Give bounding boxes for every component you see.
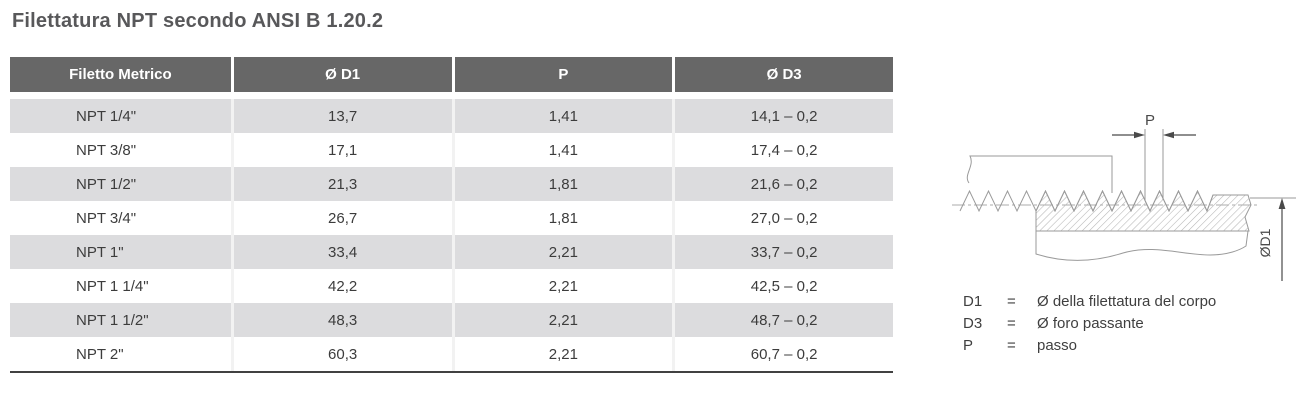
table-header-row: Filetto Metrico Ø D1 P Ø D3 (10, 57, 893, 99)
arrow-right-icon (1134, 131, 1145, 139)
cell-p: 2,21 (451, 303, 673, 337)
cell-d1: 33,4 (230, 235, 452, 269)
legend-symbol: D3 (963, 315, 983, 332)
legend-symbol: P (963, 337, 974, 354)
cell-p: 2,21 (451, 235, 673, 269)
cell-d1: 60,3 (230, 337, 452, 371)
table-header: Filetto Metrico Ø D1 P Ø D3 (10, 57, 893, 99)
diameter-label: ØD1 (1257, 228, 1273, 257)
cell-d1: 17,1 (230, 133, 452, 167)
cell-d3: 42,5 – 0,2 (672, 269, 893, 303)
cell-d1: 21,3 (230, 167, 452, 201)
page-title: Filettatura NPT secondo ANSI B 1.20.2 (12, 10, 384, 32)
legend-description: passo (1037, 337, 1078, 354)
cell-size: NPT 1" (10, 235, 231, 269)
cell-d1: 13,7 (230, 99, 452, 133)
pitch-label: P (1145, 112, 1155, 129)
legend-symbol: D1 (963, 293, 983, 310)
cell-size: NPT 3/4" (76, 209, 137, 227)
cell-d3: 21,6 – 0,2 (672, 167, 893, 201)
cell-d1: 42,2 (230, 269, 452, 303)
legend-equals: = (1007, 315, 1016, 332)
cell-d1: 48,3 (230, 303, 452, 337)
body-breakout-contour (1035, 230, 1249, 261)
cell-d3: 48,7 – 0,2 (672, 303, 893, 337)
cell-p: 2,21 (451, 337, 673, 371)
table-row: NPT 3/4" 26,7 1,81 27,0 – 0,2 (10, 201, 893, 235)
cell-size: NPT 3/8" (76, 141, 137, 159)
legend-item-d3: D3 = Ø foro passante (963, 313, 1293, 335)
arrow-left-icon (1163, 131, 1174, 139)
cell-size: NPT 1 1/2" (10, 303, 231, 337)
cell-d3: 33,7 – 0,2 (672, 235, 893, 269)
table-row: NPT 3/8" 17,1 1,41 17,4 – 0,2 (10, 133, 893, 167)
legend-description: Ø foro passante (1037, 315, 1144, 332)
thread-section-drawing: P ØD1 (952, 112, 1296, 281)
cell-p: 1,41 (451, 99, 673, 133)
header-filetto-metrico: Filetto Metrico (10, 57, 231, 99)
table-row: NPT 1 1/4" 42,2 2,21 42,5 – 0,2 (10, 269, 893, 303)
header-d1: Ø D1 (230, 57, 452, 99)
npt-thread-table: Filetto Metrico Ø D1 P Ø D3 NPT 1/4" 13,… (10, 57, 893, 373)
cell-p: 2,21 (451, 269, 673, 303)
mating-part-outline (966, 155, 1113, 193)
table-row: NPT 1/4" 13,7 1,41 14,1 – 0,2 (10, 99, 893, 133)
header-d3: Ø D3 (672, 57, 893, 99)
cell-d3: 14,1 – 0,2 (672, 99, 893, 133)
table-row: NPT 1/2" 21,3 1,81 21,6 – 0,2 (10, 167, 893, 201)
legend-item-p: P = passo (963, 335, 1293, 357)
dimension-d1: ØD1 (1250, 197, 1296, 281)
cell-d1: 26,7 (230, 201, 452, 235)
cell-d3: 60,7 – 0,2 (672, 337, 893, 371)
arrow-up-icon (1278, 198, 1286, 209)
dimension-p: P (1112, 112, 1196, 200)
cell-size: NPT 1/2" (10, 167, 231, 201)
cell-p: 1,41 (451, 133, 673, 167)
header-p: P (451, 57, 673, 99)
cell-size: NPT 2" (76, 345, 124, 363)
legend-equals: = (1007, 337, 1016, 354)
table-row: NPT 2" 60,3 2,21 60,7 – 0,2 (10, 337, 893, 371)
table-row: NPT 1" 33,4 2,21 33,7 – 0,2 (10, 235, 893, 269)
table-row: NPT 1 1/2" 48,3 2,21 48,7 – 0,2 (10, 303, 893, 337)
hatched-body-section (1035, 189, 1252, 232)
cell-size: NPT 1/4" (10, 99, 231, 133)
cell-d3: 17,4 – 0,2 (672, 133, 893, 167)
legend-item-d1: D1 = Ø della filettatura del corpo (963, 291, 1293, 313)
cell-p: 1,81 (451, 167, 673, 201)
legend-equals: = (1007, 293, 1016, 310)
legend-description: Ø della filettatura del corpo (1037, 293, 1217, 310)
cell-d3: 27,0 – 0,2 (672, 201, 893, 235)
legend: D1 = Ø della filettatura del corpo D3 = … (963, 291, 1293, 357)
cell-size: NPT 1 1/4" (76, 277, 149, 295)
cell-p: 1,81 (451, 201, 673, 235)
